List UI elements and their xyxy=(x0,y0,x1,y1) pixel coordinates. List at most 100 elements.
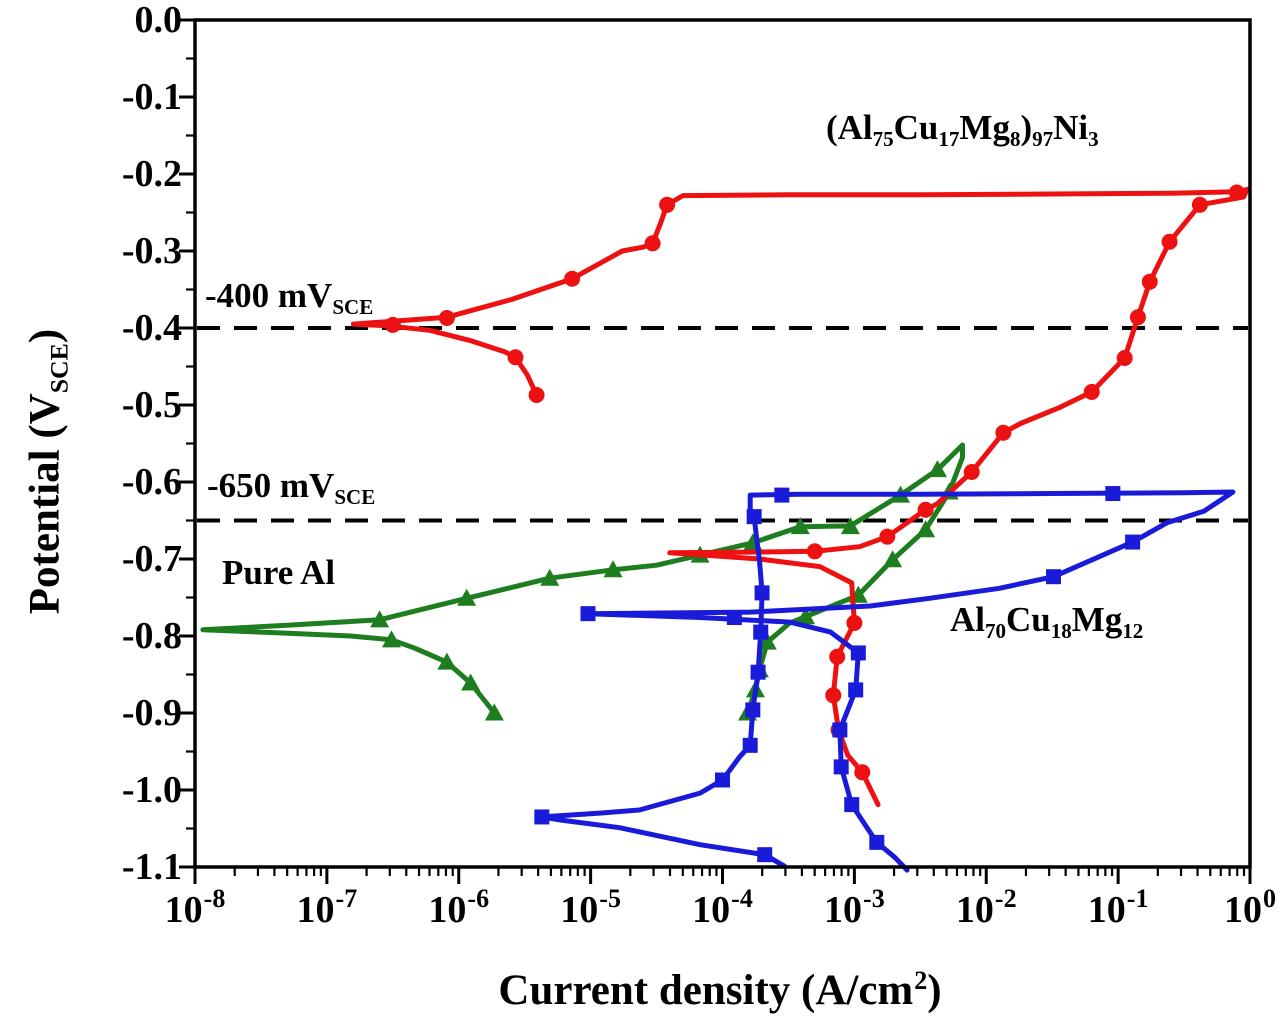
series-al75cu17mg8-97-ni3-marker xyxy=(644,235,661,252)
series-al75cu17mg8-97-ni3-marker xyxy=(384,316,401,333)
series-al75cu17mg8-97-ni3-marker xyxy=(528,386,545,403)
label-text: Cu xyxy=(1006,600,1051,639)
y-tick-label--0.6: -0.6 xyxy=(121,461,182,503)
label-text: Current density (A/cm xyxy=(498,967,914,1014)
subscript-text: 70 xyxy=(985,618,1006,643)
ann-pure-al: Pure Al xyxy=(222,553,335,593)
y-tick-label--0.1: -0.1 xyxy=(121,76,182,118)
series-al75cu17mg8-97-ni3-marker xyxy=(854,764,871,781)
y-tick-label--0.8: -0.8 xyxy=(121,615,182,657)
series-al75cu17mg8-97-ni3-marker xyxy=(846,614,863,631)
x-tick-label-10e-6: 10-6 xyxy=(428,884,490,931)
label-text: ) xyxy=(927,967,942,1014)
series-al70cu18mg12-marker xyxy=(754,585,770,601)
y-tick-label--0.5: -0.5 xyxy=(121,384,182,426)
label-text: Ni xyxy=(1053,108,1089,147)
y-tick-label--0.2: -0.2 xyxy=(121,153,182,195)
series-pure-al-marker xyxy=(840,517,860,535)
ann-650: -650 mVSCE xyxy=(207,466,375,510)
x-tick-label-10e-2: 10-2 xyxy=(955,884,1017,931)
series-al70cu18mg12-marker xyxy=(1125,534,1141,550)
label-text: Cu xyxy=(893,108,939,147)
series-al75cu17mg8-97-ni3-marker xyxy=(917,501,934,518)
series-pure-al-marker xyxy=(461,673,481,691)
label-text: Al xyxy=(950,600,985,639)
series-al75cu17mg8-97-ni3-marker xyxy=(829,648,846,665)
x-tick-label-10e-4: 10-4 xyxy=(692,884,753,931)
series-al70cu18mg12-marker xyxy=(580,606,596,622)
series-pure-al-marker xyxy=(790,517,810,535)
series-pure-al-marker xyxy=(603,560,623,578)
series-al75cu17mg8-97-ni3-marker xyxy=(825,687,842,704)
series-al75cu17mg8-97-ni3-marker xyxy=(963,463,980,480)
series-al75cu17mg8-97-ni3-marker xyxy=(1161,233,1178,250)
y-axis-title: Potential (VSCE) xyxy=(21,242,74,702)
series-al70cu18mg12-marker xyxy=(534,809,550,825)
series-al70cu18mg12-marker xyxy=(832,722,848,738)
label-text: Pure Al xyxy=(222,553,336,592)
series-pure-al-marker xyxy=(883,550,903,568)
series-al75cu17mg8-97-ni3-marker xyxy=(1228,184,1245,201)
series-al75cu17mg8-97-ni3-marker xyxy=(1083,383,1100,400)
x-tick-label-10e-8: 10-8 xyxy=(164,884,226,931)
series-pure-al-marker xyxy=(757,632,777,650)
series-al75cu17mg8-97-ni3-marker xyxy=(438,309,455,326)
label-text: Mg xyxy=(959,108,1010,147)
series-al70cu18mg12-marker xyxy=(746,509,762,525)
series-al70cu18mg12-marker xyxy=(1105,486,1121,502)
series-pure-al-marker xyxy=(457,588,477,606)
label-text: -400 mV xyxy=(205,276,333,315)
series-al75cu17mg8-97-ni3-marker xyxy=(564,270,581,287)
series-al70cu18mg12-marker xyxy=(753,624,769,640)
y-tick-label--0.4: -0.4 xyxy=(121,307,182,349)
ann-alcumg: Al70Cu18Mg12 xyxy=(950,600,1143,644)
series-al75cu17mg8-97-ni3-marker xyxy=(806,543,823,560)
y-tick-label--0.9: -0.9 xyxy=(121,692,182,734)
series-al70cu18mg12-marker xyxy=(848,682,864,698)
x-axis-title: Current density (A/cm2) xyxy=(400,966,1040,1015)
series-al70cu18mg12-marker xyxy=(774,487,790,503)
superscript-text: 2 xyxy=(914,966,928,995)
ann-400: -400 mVSCE xyxy=(205,276,373,320)
series-pure-al-marker xyxy=(370,610,390,628)
series-al70cu18mg12-marker xyxy=(1046,569,1062,585)
label-text: ) xyxy=(1020,108,1033,147)
series-al75cu17mg8-97-ni3-path xyxy=(350,186,1250,808)
series-al75cu17mg8-97-ni3-marker xyxy=(507,349,524,366)
series-pure-al-marker xyxy=(927,460,947,478)
subscript-text: 17 xyxy=(938,126,960,151)
series-al75cu17mg8-97-ni3-marker xyxy=(659,196,676,213)
series-al75cu17mg8-97-ni3-marker xyxy=(1141,273,1158,290)
series-al75cu17mg8-97-ni3-marker xyxy=(1129,309,1146,326)
y-tick-label--1.1: -1.1 xyxy=(121,846,182,888)
x-tick-label-10e-1: 10-1 xyxy=(1087,884,1149,931)
series-al70cu18mg12-path xyxy=(539,489,1236,873)
series-pure-al-path xyxy=(200,442,965,716)
series-pure-al-marker xyxy=(437,652,457,670)
series-al70cu18mg12-marker xyxy=(750,664,766,680)
subscript-text: 75 xyxy=(872,126,894,151)
x-tick-label-10e-5: 10-5 xyxy=(560,884,621,931)
label-text: ) xyxy=(21,328,69,344)
series-al70cu18mg12-marker xyxy=(726,610,742,626)
series-al75cu17mg8-97-ni3-marker xyxy=(879,528,896,545)
subscript-text: 8 xyxy=(1009,126,1021,151)
series-al75cu17mg8-97-ni3-marker xyxy=(1116,350,1133,367)
series-al70cu18mg12-marker xyxy=(742,737,758,753)
series-pure-al-marker xyxy=(540,568,560,586)
subscript-text: 18 xyxy=(1050,618,1072,643)
subscript-text: 3 xyxy=(1088,126,1099,151)
ann-alcumg-ni: (Al75Cu17Mg8)97Ni3 xyxy=(826,108,1099,152)
series-al70cu18mg12-marker xyxy=(757,847,773,863)
series-pure-al-marker xyxy=(916,520,936,538)
series-al70cu18mg12-marker xyxy=(850,645,866,661)
subscript-text: SCE xyxy=(44,343,73,394)
series-al70cu18mg12-marker xyxy=(869,834,885,850)
x-tick-label-10e-3: 10-3 xyxy=(824,884,885,931)
y-tick-label--0.3: -0.3 xyxy=(121,230,182,272)
label-text: (Al xyxy=(826,108,873,147)
subscript-text: 12 xyxy=(1122,618,1144,643)
series-al70cu18mg12-marker xyxy=(715,772,730,788)
y-tick-label--0.7: -0.7 xyxy=(121,538,182,580)
